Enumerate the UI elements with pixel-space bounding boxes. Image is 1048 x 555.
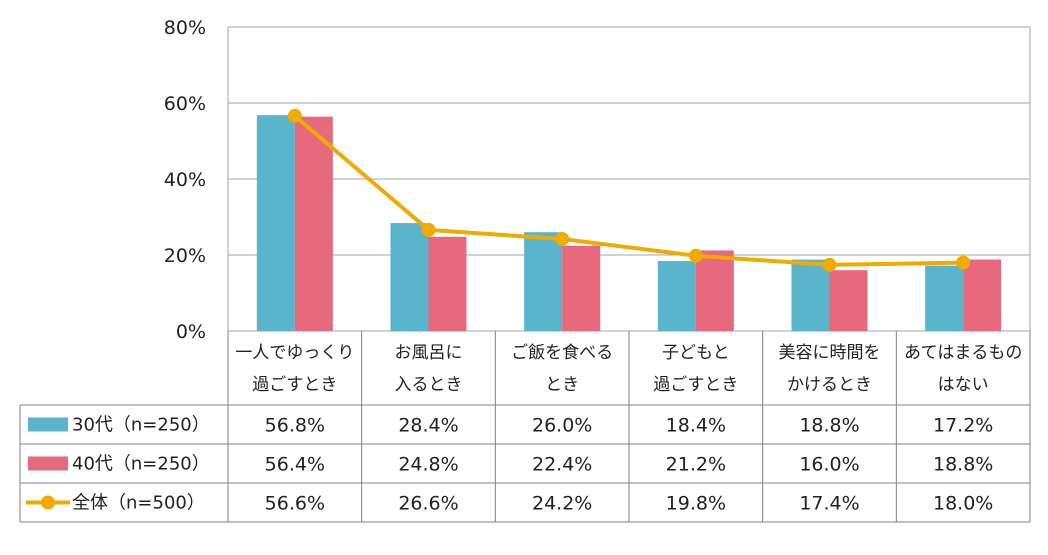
category-label-line: とき xyxy=(545,375,579,395)
legend-label-2: 全体（n=500） xyxy=(72,493,205,514)
total-point-3 xyxy=(688,248,703,263)
data-cell: 26.6% xyxy=(398,493,458,515)
data-cell: 24.8% xyxy=(398,454,458,476)
y-tick-label: 80% xyxy=(164,17,206,39)
legend-label-0: 30代（n=250） xyxy=(72,415,210,436)
total-point-0 xyxy=(287,108,302,123)
category-label-line: 子どもと xyxy=(662,343,730,363)
data-cell: 18.8% xyxy=(933,454,993,476)
category-label: ご飯を食べるとき xyxy=(511,343,613,395)
bar-30s-3 xyxy=(657,261,696,331)
y-tick-label: 20% xyxy=(164,245,206,267)
bar-30s-0 xyxy=(256,115,295,331)
category-label-line: ご飯を食べる xyxy=(511,343,613,363)
category-label: お風呂に入るとき xyxy=(395,343,463,395)
data-cell: 19.8% xyxy=(666,493,726,515)
category-label-line: 入るとき xyxy=(395,375,463,395)
data-cell: 22.4% xyxy=(532,454,592,476)
bars xyxy=(256,115,1002,332)
category-label: 美容に時間をかけるとき xyxy=(779,343,881,395)
bar-30s-2 xyxy=(524,232,563,331)
category-label-line: 一人でゆっくり xyxy=(235,343,354,363)
bar-30s-4 xyxy=(791,259,830,331)
data-table: 一人でゆっくり過ごすときお風呂に入るときご飯を食べるとき子どもと過ごすとき美容に… xyxy=(19,331,1031,523)
y-tick-label: 40% xyxy=(164,169,206,191)
bar-30s-1 xyxy=(390,223,429,331)
data-cell: 24.2% xyxy=(532,493,592,515)
y-axis-ticks: 0% 20% 40% 60% 80% xyxy=(164,17,206,343)
legend-marker xyxy=(41,495,55,510)
category-label-line: はない xyxy=(938,375,989,395)
y-tick-label: 0% xyxy=(176,321,206,343)
total-line xyxy=(287,108,971,272)
bar-30s-5 xyxy=(925,265,964,331)
total-point-5 xyxy=(956,255,971,270)
category-label: 子どもと過ごすとき xyxy=(653,343,738,395)
data-cell: 17.2% xyxy=(933,415,993,437)
data-cell: 16.0% xyxy=(799,454,859,476)
data-cell: 56.4% xyxy=(265,454,325,476)
bar-40s-5 xyxy=(963,259,1002,331)
total-point-1 xyxy=(421,222,436,237)
category-label: 一人でゆっくり過ごすとき xyxy=(235,343,354,395)
category-label-line: お風呂に xyxy=(395,343,463,363)
bar-40s-4 xyxy=(829,270,868,331)
total-point-4 xyxy=(822,257,837,272)
gridlines xyxy=(227,26,1031,332)
bar-40s-1 xyxy=(428,236,467,331)
bar-40s-3 xyxy=(695,250,734,331)
legend-swatch-0 xyxy=(28,417,68,432)
category-label: あてはまるものはない xyxy=(904,343,1022,395)
data-cell: 56.6% xyxy=(265,493,325,515)
category-label-line: 美容に時間を xyxy=(779,343,881,363)
total-point-2 xyxy=(555,232,570,247)
category-label-line: かけるとき xyxy=(787,375,872,395)
y-tick-label: 60% xyxy=(164,93,206,115)
data-cell: 26.0% xyxy=(532,415,592,437)
data-cell: 17.4% xyxy=(799,493,859,515)
legend-label-1: 40代（n=250） xyxy=(72,454,210,475)
data-cell: 18.8% xyxy=(799,415,859,437)
category-label-line: あてはまるもの xyxy=(904,343,1022,363)
data-cell: 18.4% xyxy=(666,415,726,437)
data-cell: 28.4% xyxy=(398,415,458,437)
category-label-line: 過ごすとき xyxy=(653,375,738,395)
bar-40s-0 xyxy=(294,116,333,332)
category-label-line: 過ごすとき xyxy=(252,375,337,395)
bar-40s-2 xyxy=(562,245,601,331)
data-cell: 56.8% xyxy=(265,415,325,437)
data-cell: 18.0% xyxy=(933,493,993,515)
legend-swatch-1 xyxy=(28,456,68,471)
total-line-path xyxy=(293,114,964,267)
data-cell: 21.2% xyxy=(666,454,726,476)
